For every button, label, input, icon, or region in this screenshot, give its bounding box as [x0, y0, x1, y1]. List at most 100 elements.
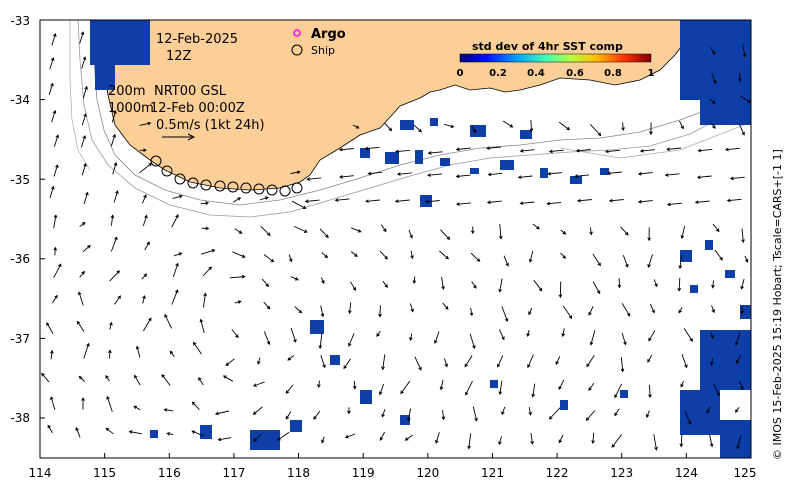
current-vector-arrow	[252, 381, 265, 387]
colorbar-tick: 0.4	[527, 68, 545, 79]
current-vector-arrow	[49, 185, 55, 199]
current-vector-arrow	[558, 434, 564, 444]
current-vector-arrow	[742, 44, 747, 58]
current-vector-arrow	[741, 228, 745, 244]
current-vector-arrow	[439, 250, 449, 260]
current-vector-arrow	[527, 354, 534, 369]
current-vector-arrow	[108, 349, 112, 359]
current-vector-arrow	[530, 433, 534, 445]
contour-1000m	[77, 20, 751, 218]
current-vector-arrow	[139, 148, 147, 152]
current-vector-arrow	[444, 123, 455, 129]
ship-position-marker	[240, 182, 252, 194]
current-vector-arrow	[611, 434, 623, 448]
current-vector-arrow	[378, 305, 382, 318]
depth-1000-label: 1000m	[108, 101, 154, 116]
current-vector-arrow	[678, 255, 683, 270]
current-vector-arrow	[396, 172, 412, 176]
lat-tick-label: -37	[10, 332, 30, 346]
current-vector-arrow	[678, 307, 683, 314]
current-vector-arrow	[414, 356, 422, 371]
current-vector-arrow	[139, 121, 152, 126]
current-vector-arrow	[648, 330, 656, 342]
current-vector-arrow	[604, 149, 620, 154]
colorbar-tick: 1	[648, 68, 655, 79]
current-vector-arrow	[649, 122, 653, 136]
current-vector-arrow	[465, 380, 473, 396]
current-vector-arrow	[576, 198, 592, 203]
argo-marker-icon	[293, 29, 301, 37]
current-vector-arrow	[364, 146, 380, 151]
current-vector-arrow	[41, 372, 50, 383]
current-vector-arrow	[710, 47, 716, 56]
current-vector-arrow	[469, 333, 476, 350]
current-vector-arrow	[592, 253, 601, 267]
current-vector-arrow	[648, 384, 652, 399]
current-vector-arrow	[352, 124, 360, 129]
current-vector-arrow	[621, 332, 627, 346]
ship-position-marker	[227, 181, 239, 193]
current-vector-arrow	[724, 147, 740, 152]
product-date-label: 12-Feb 00:00Z	[150, 101, 245, 116]
current-vector-arrow	[128, 430, 142, 435]
current-vector-arrow	[528, 407, 533, 416]
tick-marks	[39, 19, 752, 458]
current-vector-arrow	[75, 427, 81, 438]
current-vector-arrow	[319, 228, 329, 239]
current-vector-arrow	[114, 295, 121, 305]
current-vector-arrow	[135, 345, 141, 358]
current-vector-arrow	[379, 431, 385, 441]
current-vector-arrow	[48, 82, 54, 96]
current-vector-arrow	[53, 164, 59, 177]
current-vector-arrow	[51, 109, 57, 123]
date-label: 12-Feb-2025	[156, 32, 238, 47]
current-vector-arrow	[548, 149, 564, 154]
current-vector-arrow	[496, 355, 504, 368]
current-vector-arrow	[200, 201, 210, 205]
current-vector-arrow	[288, 254, 293, 263]
current-vector-arrow	[467, 433, 472, 450]
current-vector-arrow	[142, 295, 146, 304]
current-vector-arrow	[519, 201, 535, 206]
current-vector-arrow	[441, 276, 445, 290]
current-vector-arrow	[81, 162, 87, 176]
current-vector-arrow	[198, 377, 204, 386]
current-vector-arrow	[141, 194, 147, 204]
current-vector-arrow	[320, 355, 326, 369]
current-vector-arrow	[172, 262, 179, 278]
current-vector-arrow	[592, 281, 601, 295]
current-vector-arrow	[681, 353, 688, 369]
current-vector-arrow	[294, 306, 303, 314]
current-vector-arrow	[263, 301, 271, 310]
current-vector-arrow	[486, 200, 502, 205]
current-vector-arrow	[561, 328, 566, 338]
current-vector-arrow	[410, 250, 414, 260]
credit-text: © IMOS 15-Feb-2025 15:19 Hobart; Tscale=…	[771, 149, 784, 460]
current-vector-arrow	[470, 252, 481, 262]
current-vector-arrow	[434, 331, 440, 344]
current-vector-arrow	[666, 147, 682, 152]
current-vector-arrow	[50, 349, 54, 360]
current-vector-arrow	[560, 252, 567, 259]
current-vector-arrow	[709, 434, 714, 448]
current-vector-arrow	[517, 175, 533, 179]
sst-patches	[90, 20, 751, 458]
current-vector-arrow	[531, 383, 536, 398]
current-vector-arrow	[502, 120, 514, 128]
current-vector-arrow	[649, 303, 655, 314]
current-vector-arrow	[47, 424, 53, 434]
current-vector-arrow	[400, 380, 411, 395]
current-vector-arrow	[192, 341, 202, 355]
current-vector-arrow	[498, 380, 503, 396]
lon-tick-label: 120	[416, 466, 439, 480]
current-vector-arrow	[53, 134, 59, 147]
ship-label: Ship	[311, 44, 335, 57]
current-vector-arrow	[347, 407, 351, 415]
current-vector-arrow	[338, 147, 354, 152]
current-vector-arrow	[257, 357, 261, 365]
current-vector-arrow	[501, 406, 506, 416]
current-vector-arrow	[394, 199, 410, 203]
current-vector-arrow	[711, 280, 715, 289]
current-vector-arrow	[133, 405, 141, 411]
current-vector-arrow	[382, 280, 388, 288]
